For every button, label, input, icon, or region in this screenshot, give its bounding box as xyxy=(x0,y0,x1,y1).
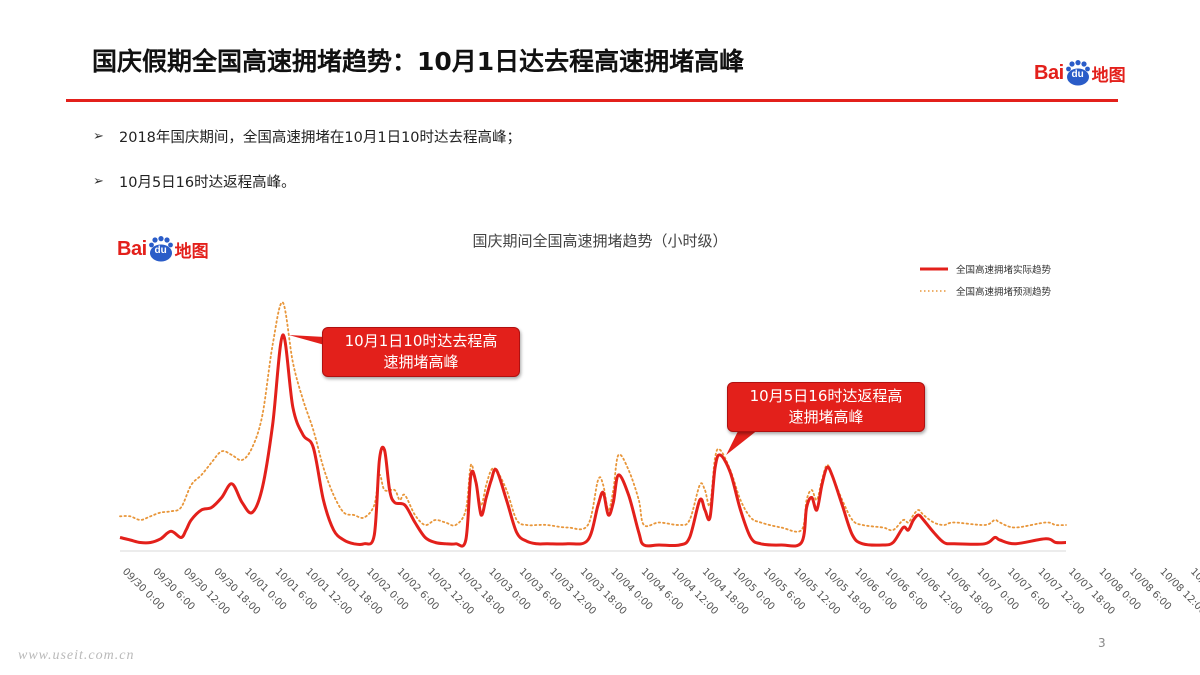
page-number: 3 xyxy=(1098,636,1106,650)
bullet-text: 2018年国庆期间，全国高速拥堵在10月1日10时达去程高峰； xyxy=(119,129,522,146)
series-line-actual xyxy=(119,333,1067,548)
logo-text-du: du xyxy=(154,245,167,256)
bullet-text: 10月5日16时达返程高峰。 xyxy=(119,174,296,191)
baidu-paw-icon: du xyxy=(1065,60,1091,86)
bullet-item: ➢ 2018年国庆期间，全国高速拥堵在10月1日10时达去程高峰； xyxy=(93,124,521,148)
logo-text-du: du xyxy=(1071,69,1084,80)
callout-line: 10月1日10时达去程高 xyxy=(344,332,498,350)
callout-line: 速拥堵高峰 xyxy=(383,353,459,371)
chart-title: 国庆期间全国高速拥堵趋势（小时级） xyxy=(472,232,728,250)
logo-text-bai: Bai xyxy=(117,237,147,260)
logo-text-bai: Bai xyxy=(1034,61,1064,84)
chart-baidu-map-logo: Bai du 地图 xyxy=(117,236,209,262)
legend-item-actual: 全国高速拥堵实际趋势 xyxy=(920,262,1051,276)
arrow-bullet-icon: ➢ xyxy=(93,173,104,189)
title-divider xyxy=(66,99,1118,102)
legend-solid-line-icon xyxy=(920,267,948,271)
peak-callout-outbound: 10月1日10时达去程高 速拥堵高峰 xyxy=(322,327,520,377)
slide-title: 国庆假期全国高速拥堵趋势：10月1日达去程高速拥堵高峰 xyxy=(92,47,745,76)
callout-line: 10月5日16时达返程高 xyxy=(749,387,903,405)
chart-legend: 全国高速拥堵实际趋势 全国高速拥堵预测趋势 xyxy=(920,262,1051,306)
callout-line: 速拥堵高峰 xyxy=(788,408,864,426)
baidu-map-logo: Bai du 地图 xyxy=(1034,60,1126,86)
legend-label-actual: 全国高速拥堵实际趋势 xyxy=(956,265,1052,276)
baidu-paw-icon: du xyxy=(148,236,174,262)
legend-label-predicted: 全国高速拥堵预测趋势 xyxy=(956,287,1052,298)
bullet-list: ➢ 2018年国庆期间，全国高速拥堵在10月1日10时达去程高峰； ➢ 10月5… xyxy=(93,124,521,214)
series-line-predicted xyxy=(119,301,1067,533)
peak-callout-return: 10月5日16时达返程高 速拥堵高峰 xyxy=(727,382,925,432)
bullet-item: ➢ 10月5日16时达返程高峰。 xyxy=(93,169,521,193)
arrow-bullet-icon: ➢ xyxy=(93,128,104,144)
logo-text-map: 地图 xyxy=(174,241,209,261)
watermark: www.useit.com.cn xyxy=(18,648,135,663)
logo-text-map: 地图 xyxy=(1091,65,1126,85)
legend-dotted-line-icon xyxy=(920,290,948,292)
legend-item-predicted: 全国高速拥堵预测趋势 xyxy=(920,284,1051,298)
